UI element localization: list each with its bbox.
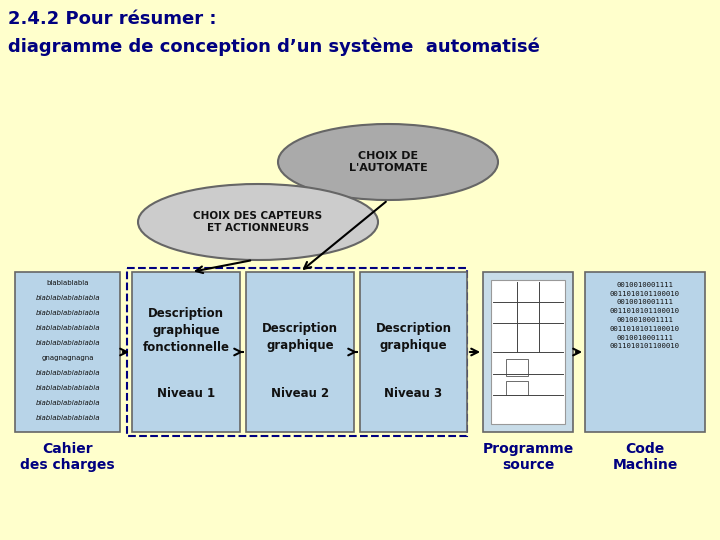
Bar (246, 272, 354, 432)
Ellipse shape (138, 184, 378, 260)
Bar (505, 359, 528, 376)
Text: diagramme de conception d’un système  automatisé: diagramme de conception d’un système aut… (8, 38, 540, 57)
Text: blablablablablabla: blablablablablabla (35, 325, 100, 331)
Text: Cahier
des charges: Cahier des charges (20, 442, 114, 472)
Bar (127, 268, 467, 436)
Text: Description
graphique: Description graphique (376, 322, 451, 352)
Text: Niveau 3: Niveau 3 (384, 387, 443, 400)
Text: Description
graphique
fonctionnelle: Description graphique fonctionnelle (143, 307, 230, 354)
Text: blablablablablabla: blablablablablabla (35, 385, 100, 391)
Bar (132, 272, 240, 432)
Bar (483, 272, 573, 432)
Text: blablablablablabla: blablablablablabla (35, 340, 100, 346)
Bar (491, 280, 565, 424)
Text: blablablablablabla: blablablablablabla (35, 295, 100, 301)
Text: gnagnagnagna: gnagnagnagna (41, 355, 94, 361)
Ellipse shape (278, 124, 498, 200)
Text: 0010010001111
0011010101100010
0010010001111
0011010101100010
0010010001111
0011: 0010010001111 0011010101100010 001001000… (610, 282, 680, 349)
Bar (505, 381, 528, 395)
Text: CHOIX DES CAPTEURS
ET ACTIONNEURS: CHOIX DES CAPTEURS ET ACTIONNEURS (194, 211, 323, 233)
Text: blablablablablabla: blablablablablabla (35, 415, 100, 421)
Text: 2.4.2 Pour résumer :: 2.4.2 Pour résumer : (8, 10, 217, 28)
Bar (15, 272, 120, 432)
Text: blablablabla: blablablabla (46, 280, 89, 286)
Text: blablablablablabla: blablablablablabla (35, 310, 100, 316)
Text: blablablablablabla: blablablablablabla (35, 370, 100, 376)
Bar (585, 272, 705, 432)
Text: Description
graphique: Description graphique (262, 322, 338, 352)
Bar (360, 272, 467, 432)
Text: Programme
source: Programme source (482, 442, 574, 472)
Text: Code
Machine: Code Machine (612, 442, 678, 472)
Text: blablablablablabla: blablablablablabla (35, 400, 100, 406)
Text: Niveau 1: Niveau 1 (157, 387, 215, 400)
Text: Niveau 2: Niveau 2 (271, 387, 329, 400)
Text: CHOIX DE
L'AUTOMATE: CHOIX DE L'AUTOMATE (348, 151, 428, 173)
